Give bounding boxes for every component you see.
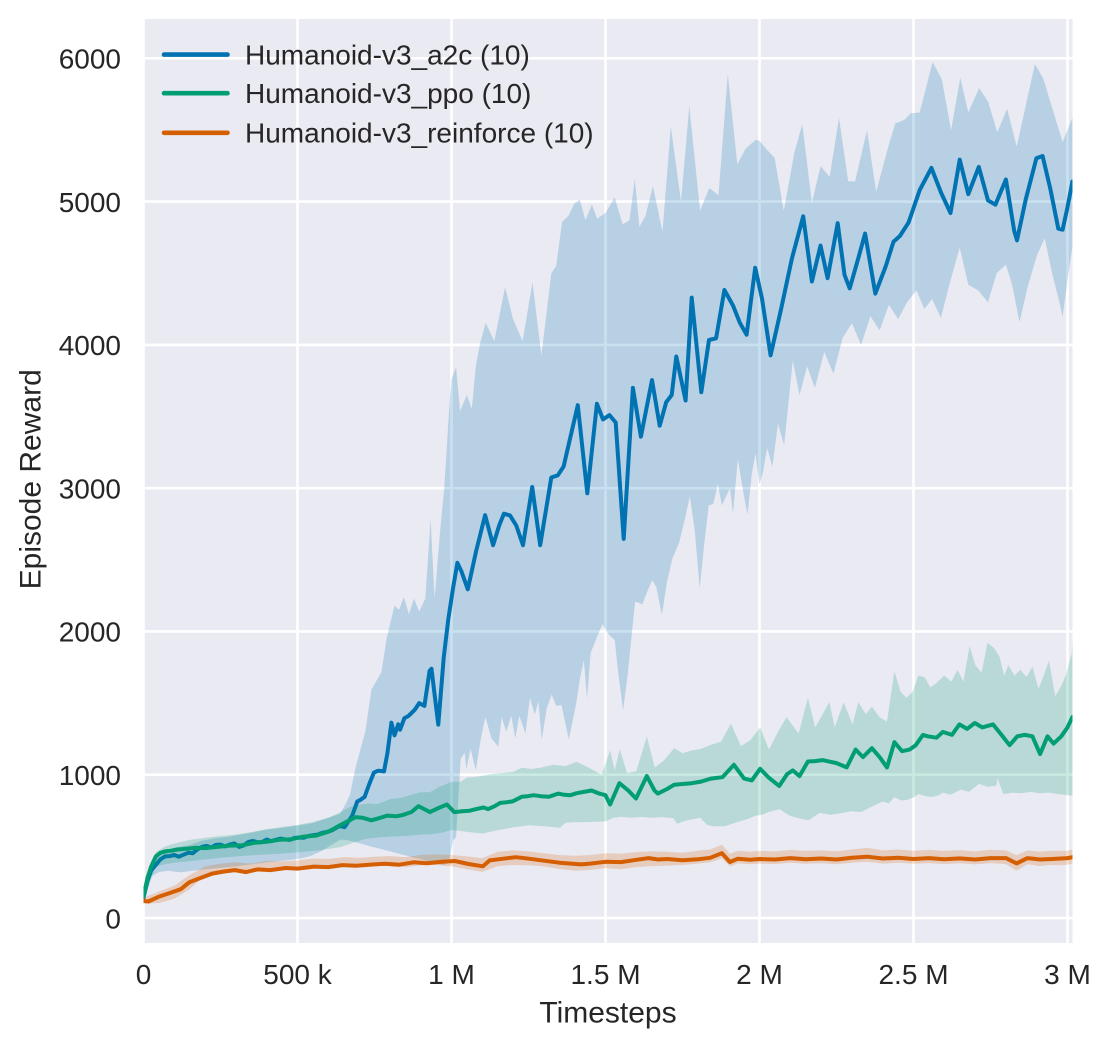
svg-text:Timesteps: Timesteps [539,997,676,1030]
svg-text:6000: 6000 [59,44,121,75]
svg-text:0: 0 [105,903,121,934]
svg-text:1.5 M: 1.5 M [570,959,640,990]
svg-text:1 M: 1 M [428,959,475,990]
svg-text:5000: 5000 [59,187,121,218]
svg-text:3 M: 3 M [1044,959,1091,990]
svg-text:1000: 1000 [59,760,121,791]
svg-text:3000: 3000 [59,474,121,505]
svg-text:4000: 4000 [59,330,121,361]
svg-text:Humanoid-v3_ppo (10): Humanoid-v3_ppo (10) [245,78,531,109]
svg-text:0: 0 [136,959,152,990]
svg-text:2000: 2000 [59,617,121,648]
svg-text:2.5 M: 2.5 M [878,959,948,990]
svg-text:Humanoid-v3_a2c (10): Humanoid-v3_a2c (10) [245,39,530,70]
svg-text:500 k: 500 k [263,959,332,990]
svg-text:Episode Reward: Episode Reward [15,369,48,589]
svg-text:2 M: 2 M [736,959,783,990]
svg-text:Humanoid-v3_reinforce (10): Humanoid-v3_reinforce (10) [245,118,594,149]
